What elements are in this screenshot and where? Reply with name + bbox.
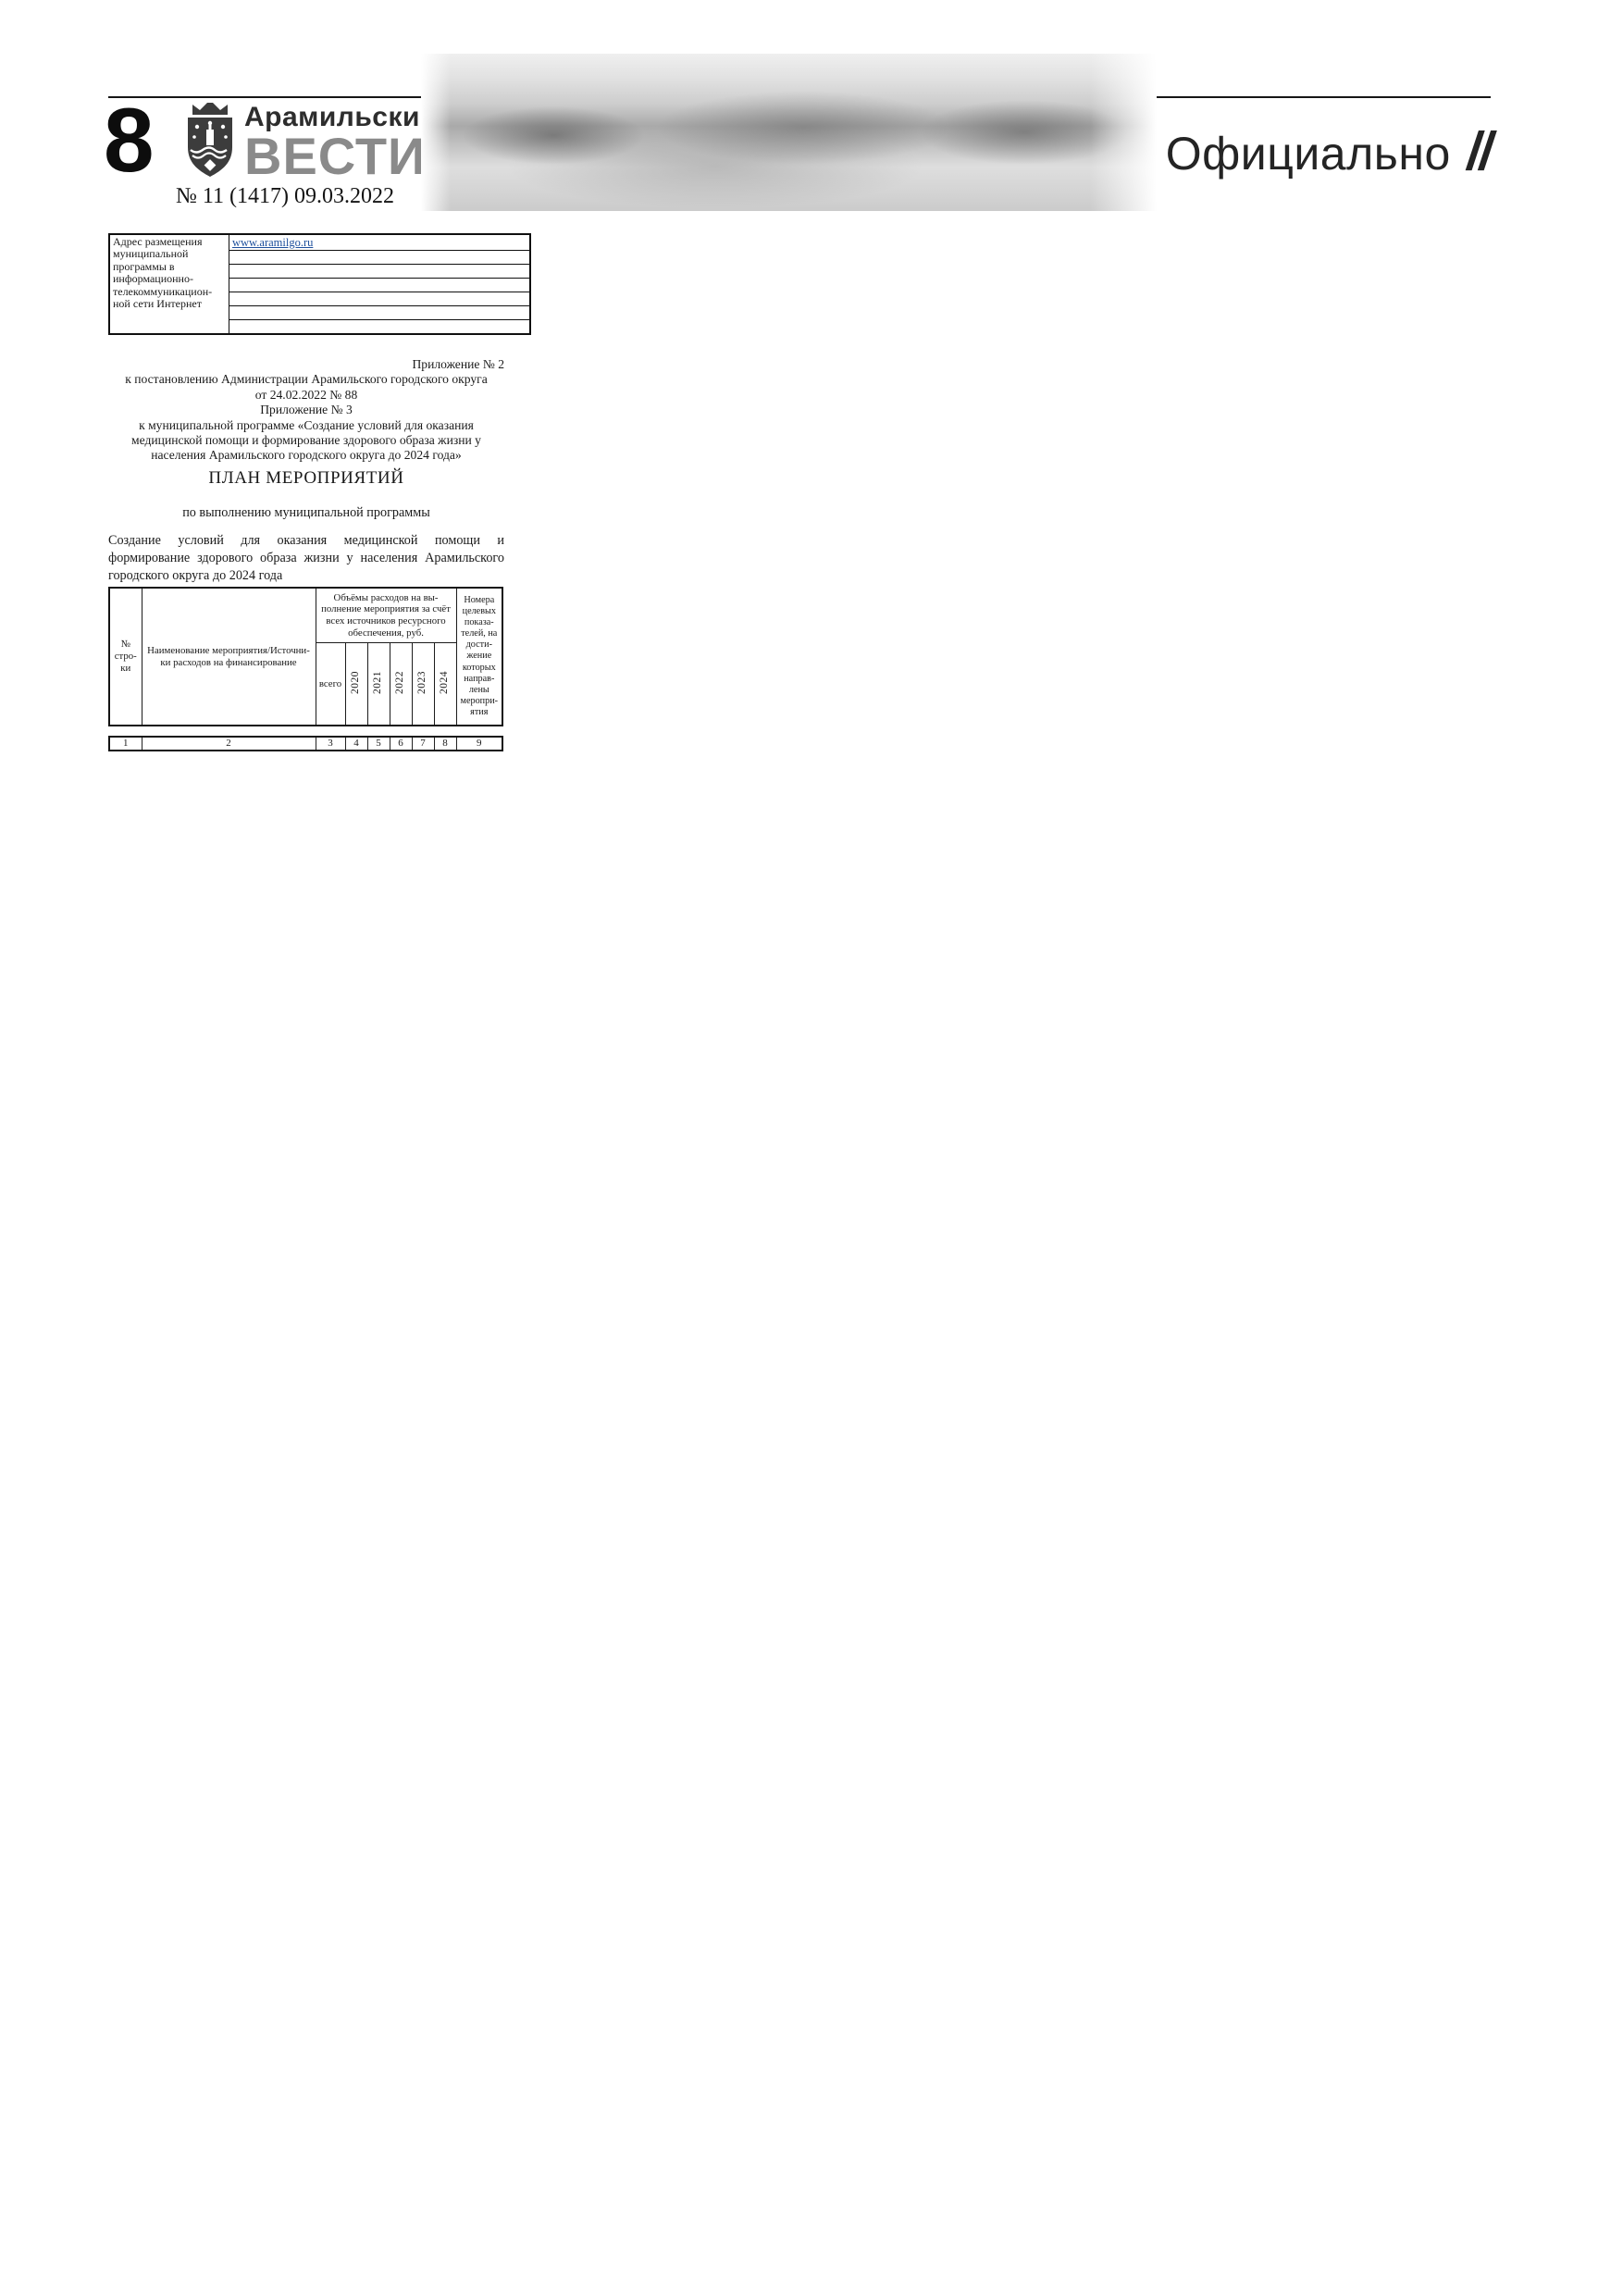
col-header-year-2020: 2020 [344, 642, 368, 726]
empty-cell [229, 319, 531, 335]
issue-date-line: № 11 (1417) 09.03.2022 [176, 184, 394, 208]
col-header-rownum: № стро- ки [108, 587, 142, 726]
main-table-header: № стро- ки Наименование мероприятия/Исто… [108, 587, 504, 726]
numbering-cell: 7 [411, 736, 435, 751]
annex-line: от 24.02.2022 № 88 [254, 387, 358, 402]
section-title: Официально// [962, 120, 1496, 182]
city-crest-icon [183, 102, 237, 181]
annex-line: к муниципальной программе «Создание усло… [139, 417, 474, 432]
address-empty-row [109, 305, 531, 321]
plan-title: ПЛАН МЕРОПРИЯТИЙ [208, 468, 404, 488]
empty-cell [229, 250, 531, 266]
page-number: 8 [104, 89, 155, 191]
col-header-total: всего [315, 642, 346, 726]
year-label: 2022 [394, 670, 406, 694]
brand-name-bottom: ВЕСТИ [244, 127, 427, 185]
header-row-1: № стро- ки Наименование мероприятия/Исто… [108, 587, 503, 726]
year-label: 2021 [372, 670, 384, 694]
numbering-cell: 8 [433, 736, 457, 751]
annex-line: Приложение № 3 [260, 403, 353, 417]
numbering-cell: 3 [315, 736, 346, 751]
header-row-2: всего 2020 2021 2022 2023 2024 [109, 642, 502, 726]
annex-line: к постановлению Администрации Арамильско… [125, 372, 488, 387]
annex-line: Приложение № 2 [412, 357, 504, 371]
section-label: Официально [1165, 128, 1451, 180]
address-empty-row [109, 319, 531, 335]
intro-body: Создание условий для оказания медицинско… [108, 533, 504, 583]
year-label: 2024 [439, 670, 451, 694]
intro-center-line: по выполнению муниципальной программы [182, 505, 430, 520]
empty-cell [229, 278, 531, 293]
col-header-year-2022: 2022 [389, 642, 413, 726]
newspaper-brand: Арамильские ВЕСТИ [244, 102, 437, 185]
col-header-year-2024: 2024 [433, 642, 457, 726]
numbering-cell: 5 [366, 736, 390, 751]
annex-line: населения Арамильского городского округа… [151, 448, 462, 463]
plan-intro: по выполнению муниципальной программы Со… [108, 504, 504, 585]
empty-cell [229, 292, 531, 307]
numbering-cell: 1 [108, 736, 142, 751]
numbering-cell: 9 [455, 736, 503, 751]
col-header-volumes: Объёмы расходов на вы- полнение мероприя… [315, 587, 457, 643]
annex-line: медицинской помощи и формирование здоров… [131, 433, 481, 448]
col-header-name: Наименование мероприятия/Источни- ки рас… [141, 587, 316, 726]
year-label: 2020 [350, 670, 362, 694]
col-header-targets: Номера целевых показа- телей, на дости- … [455, 587, 503, 726]
col-header-year-2021: 2021 [366, 642, 390, 726]
empty-cell [229, 264, 531, 279]
col-header-year-2023: 2023 [411, 642, 435, 726]
masthead-photo [421, 54, 1157, 211]
year-label: 2023 [416, 670, 428, 694]
address-label: Адрес размещения муниципальной программы… [108, 233, 229, 335]
brand-name-top: Арамильские [244, 102, 437, 132]
address-url-cell: www.aramilgo.ru [229, 233, 531, 252]
program-url-link[interactable]: www.aramilgo.ru [232, 236, 314, 249]
empty-cell [229, 305, 531, 321]
address-row: Адрес размещения муниципальной программы… [108, 233, 531, 335]
numbering-cell: 4 [344, 736, 368, 751]
numbering-cell: 2 [141, 736, 316, 751]
double-slash-decoration: // [1463, 121, 1496, 181]
numbering-cell: 6 [389, 736, 413, 751]
address-box: Адрес размещения муниципальной программы… [108, 233, 531, 336]
